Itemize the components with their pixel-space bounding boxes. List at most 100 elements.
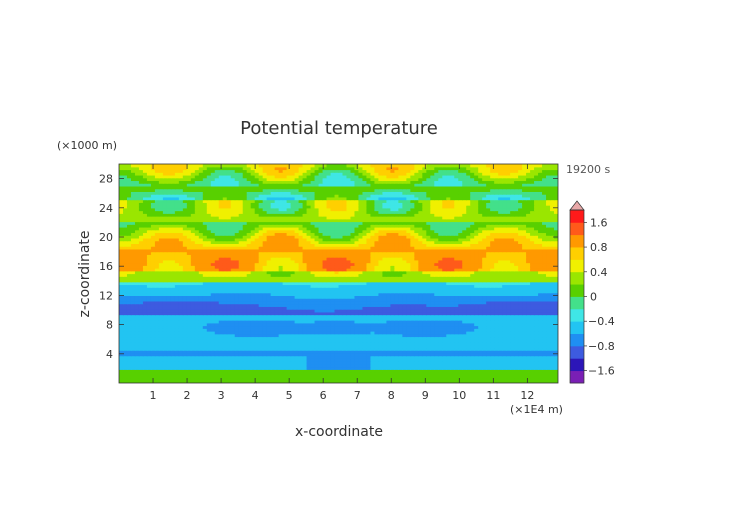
- heatmap-cell: [494, 366, 499, 370]
- heatmap-cell: [366, 358, 372, 362]
- heatmap-cell: [326, 298, 332, 302]
- heatmap-cell: [526, 273, 531, 277]
- heatmap-cell: [222, 320, 228, 324]
- heatmap-cell: [330, 347, 336, 351]
- heatmap-cell: [322, 273, 328, 277]
- heatmap-cell: [474, 273, 479, 277]
- heatmap-cell: [282, 300, 288, 305]
- heatmap-cell: [462, 284, 467, 288]
- heatmap-cell: [478, 355, 483, 359]
- heatmap-cell: [462, 292, 467, 296]
- heatmap-cell: [178, 369, 184, 373]
- heatmap-cell: [258, 273, 264, 277]
- heatmap-cell: [382, 372, 387, 376]
- heatmap-cell: [522, 350, 527, 354]
- heatmap-cell: [526, 363, 531, 368]
- heatmap-cell: [122, 369, 128, 373]
- heatmap-cell: [218, 284, 224, 288]
- heatmap-cell: [506, 369, 511, 373]
- heatmap-cell: [322, 268, 328, 272]
- heatmap-cell: [494, 300, 499, 305]
- heatmap-cell: [406, 330, 411, 335]
- heatmap-cell: [530, 380, 535, 383]
- heatmap-cell: [270, 344, 276, 349]
- heatmap-cell: [418, 289, 423, 294]
- heatmap-cell: [174, 320, 180, 324]
- heatmap-cell: [542, 317, 547, 321]
- heatmap-cell: [354, 314, 360, 318]
- heatmap-cell: [378, 276, 383, 280]
- heatmap-cell: [202, 339, 208, 343]
- heatmap-cell: [210, 309, 216, 313]
- heatmap-cell: [234, 350, 240, 354]
- y-axis-label: z-coordinate: [77, 230, 93, 317]
- heatmap-cell: [334, 317, 340, 321]
- heatmap-cell: [494, 317, 499, 321]
- heatmap-cell: [418, 295, 423, 299]
- heatmap-cell: [402, 374, 407, 379]
- heatmap-cell: [218, 276, 224, 280]
- heatmap-cell: [258, 325, 264, 329]
- heatmap-cell: [322, 330, 328, 335]
- heatmap-cell: [426, 298, 431, 302]
- heatmap-cell: [334, 336, 340, 340]
- heatmap-cell: [318, 287, 324, 291]
- heatmap-cell: [218, 347, 224, 351]
- heatmap-cell: [246, 317, 252, 321]
- heatmap-cell: [430, 281, 435, 286]
- heatmap-cell: [194, 306, 200, 310]
- heatmap-cell: [430, 270, 435, 275]
- heatmap-cell: [482, 372, 487, 376]
- heatmap-cell: [430, 298, 435, 302]
- heatmap-cell: [254, 358, 260, 362]
- heatmap-cell: [214, 306, 220, 310]
- heatmap-cell: [410, 281, 415, 286]
- heatmap-cell: [542, 273, 547, 277]
- heatmap-cell: [318, 361, 324, 365]
- heatmap-cell: [538, 317, 543, 321]
- heatmap-cell: [550, 311, 555, 316]
- heatmap-cell: [270, 278, 276, 283]
- heatmap-cell: [446, 380, 451, 383]
- heatmap-cell: [246, 320, 252, 324]
- heatmap-cell: [142, 350, 148, 354]
- heatmap-cell: [222, 287, 228, 291]
- heatmap-cell: [482, 270, 487, 275]
- heatmap-cell: [122, 262, 128, 266]
- heatmap-cell: [198, 268, 204, 272]
- heatmap-cell: [434, 344, 439, 349]
- heatmap-cell: [290, 278, 296, 283]
- heatmap-cell: [286, 358, 292, 362]
- heatmap-cell: [478, 265, 483, 269]
- heatmap-cell: [346, 303, 352, 307]
- heatmap-cell: [326, 303, 332, 307]
- heatmap-cell: [546, 320, 551, 324]
- heatmap-cell: [382, 320, 387, 324]
- heatmap-cell: [530, 333, 535, 338]
- heatmap-cell: [246, 278, 252, 283]
- heatmap-cell: [226, 314, 232, 318]
- heatmap-cell: [414, 347, 419, 351]
- heatmap-cell: [486, 366, 491, 370]
- heatmap-cell: [298, 341, 304, 346]
- heatmap-cell: [182, 358, 188, 362]
- heatmap-cell: [334, 358, 340, 362]
- heatmap-cell: [186, 287, 192, 291]
- heatmap-cell: [354, 306, 360, 310]
- heatmap-cell: [382, 298, 387, 302]
- heatmap-cell: [358, 295, 364, 299]
- heatmap-cell: [542, 298, 547, 302]
- heatmap-cell: [238, 363, 244, 368]
- heatmap-cell: [166, 317, 172, 321]
- heatmap-cell: [438, 273, 443, 277]
- heatmap-cell: [210, 306, 216, 310]
- heatmap-cell: [122, 278, 128, 283]
- heatmap-cell: [366, 361, 372, 365]
- heatmap-cell: [490, 287, 495, 291]
- heatmap-cell: [538, 300, 543, 305]
- heatmap-cell: [334, 281, 340, 286]
- heatmap-cell: [410, 298, 415, 302]
- heatmap-cell: [254, 341, 260, 346]
- heatmap-cell: [326, 347, 332, 351]
- heatmap-cell: [442, 377, 447, 381]
